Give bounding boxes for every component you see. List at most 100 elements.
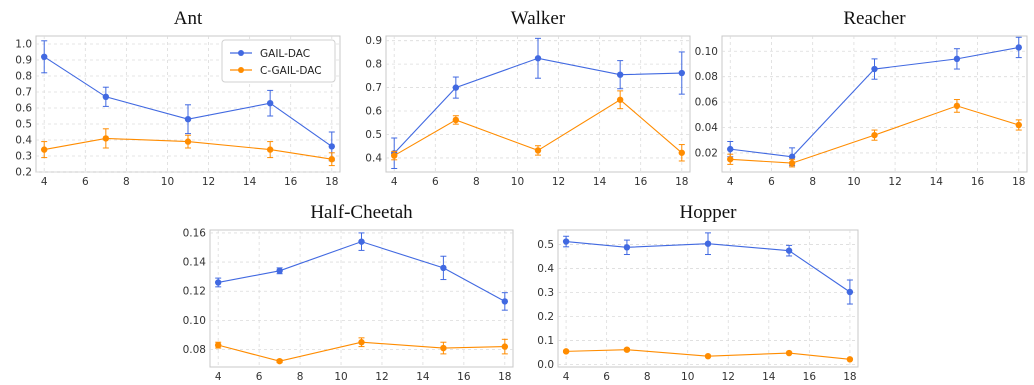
x-tick-label: 16: [803, 371, 817, 383]
x-tick-label: 8: [473, 176, 480, 188]
subplot-title: Reacher: [843, 8, 906, 29]
y-tick-label: 0.5: [15, 119, 32, 131]
x-tick-label: 18: [843, 371, 856, 383]
data-point: [846, 356, 854, 363]
data-point: [785, 247, 793, 254]
data-point: [452, 116, 460, 124]
data-point: [41, 146, 48, 153]
data-point: [266, 100, 274, 107]
y-tick-label: 0.4: [15, 135, 32, 147]
data-point: [102, 135, 110, 142]
x-tick-label: 14: [593, 176, 607, 188]
data-point: [214, 341, 222, 349]
data-point: [678, 69, 685, 77]
x-tick-label: 4: [727, 176, 734, 188]
data-point: [328, 156, 335, 163]
x-tick-label: 4: [41, 176, 48, 188]
subplot-title: Walker: [511, 8, 566, 29]
y-tick-label: 0.7: [365, 82, 382, 94]
x-tick-label: 10: [511, 176, 524, 188]
legend-marker: [238, 50, 244, 56]
y-tick-label: 0.10: [695, 46, 718, 58]
y-tick-label: 0.3: [15, 151, 32, 163]
y-tick-label: 1.0: [15, 39, 32, 51]
y-tick-label: 0.2: [15, 167, 32, 179]
data-point: [678, 149, 685, 156]
legend-box: [221, 39, 336, 83]
legend: GAIL-DAC C-GAIL-DAC: [221, 39, 336, 83]
data-point: [328, 143, 335, 150]
data-point: [452, 84, 460, 91]
data-point: [266, 146, 274, 153]
x-tick-label: 16: [971, 176, 985, 188]
data-point: [534, 55, 542, 62]
data-point: [102, 93, 110, 101]
y-tick-label: 0.08: [183, 344, 206, 356]
data-point: [562, 238, 570, 245]
y-tick-label: 0.0: [537, 359, 554, 371]
data-point: [727, 145, 734, 153]
y-tick-label: 0.08: [695, 71, 718, 83]
data-point: [440, 264, 447, 272]
y-tick-label: 0.1: [537, 335, 554, 347]
subplot-3: Half-Cheetah 4 6 8 10 12 14 16 18 0.08 0.10 0.12 0.1…: [183, 202, 514, 383]
data-point: [184, 116, 192, 123]
data-point: [616, 96, 624, 103]
y-tick-label: 0.06: [695, 97, 719, 109]
data-point: [623, 244, 631, 251]
y-tick-label: 0.4: [365, 152, 382, 164]
data-point: [623, 346, 631, 353]
data-point: [785, 349, 793, 357]
data-point: [214, 279, 222, 286]
x-tick-label: 18: [675, 176, 688, 188]
y-tick-label: 0.04: [695, 122, 719, 134]
data-point: [501, 343, 509, 350]
subplot-4: Hopper 4 6 8 10 12 14 16 18 0.0 0.1 0.2 0.3 0.4 0.5: [537, 202, 859, 383]
data-point: [184, 138, 192, 145]
x-tick-label: 6: [432, 176, 439, 188]
x-tick-label: 16: [284, 176, 298, 188]
subplot-2: Reacher 4 6 8 10 12 14 16 18 0.02 0.04 0.06 0.08 0.10: [695, 8, 1028, 188]
data-point: [1015, 44, 1022, 51]
y-tick-label: 0.02: [695, 147, 718, 159]
y-tick-label: 0.3: [537, 287, 554, 299]
x-tick-label: 18: [498, 371, 511, 383]
y-tick-label: 0.12: [183, 286, 206, 298]
data-point: [391, 152, 398, 159]
plot-frame: [721, 35, 1028, 173]
data-point: [358, 339, 365, 346]
x-tick-label: 10: [334, 371, 347, 383]
x-tick-label: 8: [644, 371, 651, 383]
x-tick-label: 18: [325, 176, 338, 188]
x-tick-label: 16: [634, 176, 648, 188]
x-tick-label: 10: [161, 176, 174, 188]
data-point: [846, 288, 854, 296]
y-tick-label: 0.7: [15, 87, 32, 99]
data-point: [727, 156, 734, 163]
data-point: [358, 238, 365, 245]
subplot-title: Hopper: [680, 202, 738, 223]
data-point: [41, 53, 48, 60]
data-point: [788, 153, 796, 160]
x-tick-label: 12: [888, 176, 901, 188]
x-tick-label: 18: [1012, 176, 1025, 188]
data-point: [871, 65, 878, 73]
data-point: [1015, 121, 1022, 129]
legend-label: GAIL-DAC: [260, 48, 310, 60]
data-point: [953, 55, 961, 63]
x-tick-label: 14: [416, 371, 430, 383]
legend-label: C-GAIL-DAC: [260, 65, 322, 77]
data-point: [501, 298, 509, 305]
y-tick-label: 0.9: [15, 55, 32, 67]
y-tick-label: 0.9: [365, 35, 382, 47]
y-tick-label: 0.5: [365, 129, 382, 141]
x-tick-label: 12: [202, 176, 215, 188]
y-tick-label: 0.10: [183, 315, 206, 327]
y-tick-label: 0.8: [365, 59, 382, 71]
x-tick-label: 16: [457, 371, 471, 383]
x-tick-label: 8: [809, 176, 816, 188]
data-point: [534, 147, 542, 154]
data-point: [276, 357, 283, 365]
x-tick-label: 6: [768, 176, 775, 188]
